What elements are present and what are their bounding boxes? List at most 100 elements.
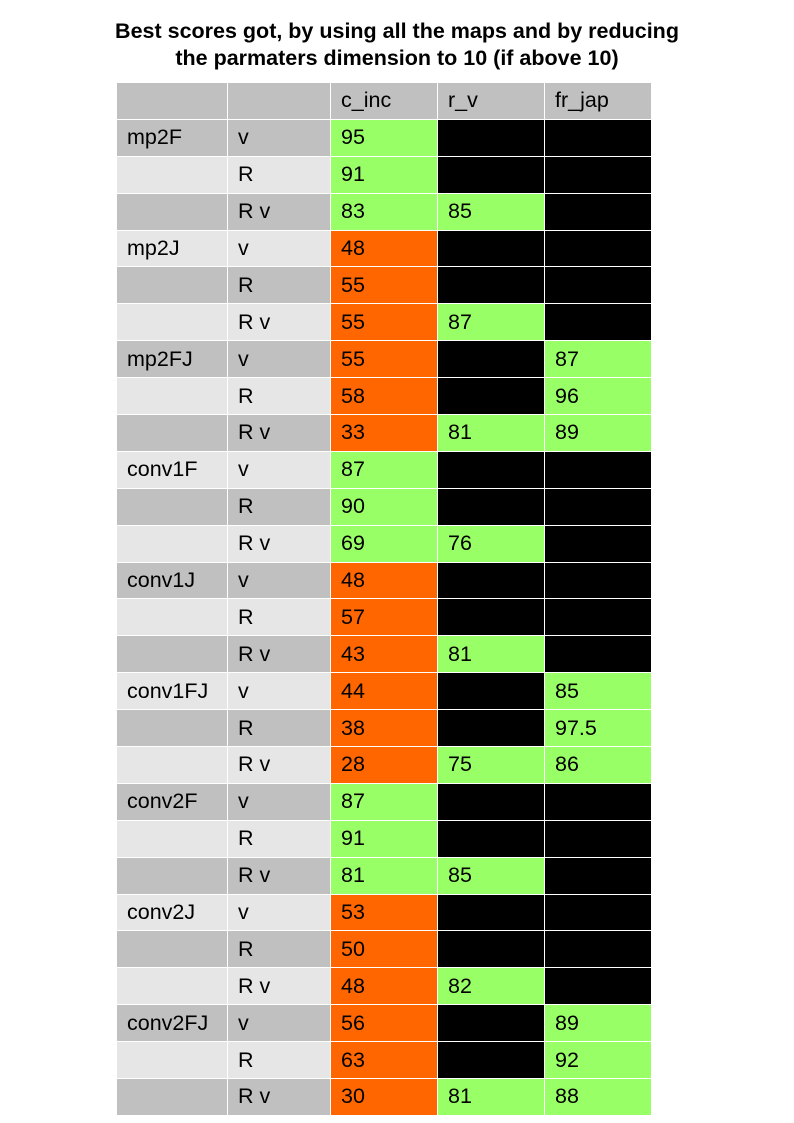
model-cell: mp2FJ xyxy=(116,340,228,379)
table-row: R v 28 75 86 xyxy=(116,746,652,784)
score-cell-c-inc: 50 xyxy=(330,930,438,969)
score-cell-c-inc: 48 xyxy=(330,967,438,1006)
score-cell-r-v: 87 xyxy=(437,303,545,342)
score-cell-r-v xyxy=(437,893,545,932)
score-cell-fr-jap xyxy=(544,893,652,932)
score-cell-r-v xyxy=(437,155,545,194)
model-cell: conv2FJ xyxy=(116,1004,228,1043)
score-cell-r-v xyxy=(437,782,545,821)
header-cell-model xyxy=(116,82,228,120)
model-cell: conv2F xyxy=(116,782,228,821)
score-cell-fr-jap xyxy=(544,856,652,895)
score-cell-fr-jap: 92 xyxy=(544,1041,652,1080)
score-cell-c-inc: 28 xyxy=(330,746,438,784)
model-cell xyxy=(116,192,228,231)
score-cell-r-v xyxy=(437,819,545,858)
params-cell: v xyxy=(227,1004,331,1043)
params-cell: R xyxy=(227,487,331,526)
table-row: conv2FJ v 56 89 xyxy=(116,1004,652,1043)
params-cell: R v xyxy=(227,746,331,784)
score-cell-c-inc: 63 xyxy=(330,1041,438,1080)
score-cell-fr-jap xyxy=(544,450,652,489)
model-cell xyxy=(116,746,228,784)
table-body: mp2F v 95 R 91 R v 83 85 mp2J v 48 R 55 R v 55 87 mp2FJ v… xyxy=(116,118,652,1116)
score-cell-r-v: 75 xyxy=(437,746,545,784)
score-cell-r-v: 81 xyxy=(437,414,545,452)
model-cell xyxy=(116,414,228,452)
score-cell-c-inc: 87 xyxy=(330,450,438,489)
header-cell-fr-jap: fr_jap xyxy=(544,82,652,120)
score-cell-r-v: 85 xyxy=(437,856,545,895)
score-cell-fr-jap xyxy=(544,819,652,858)
score-cell-r-v xyxy=(437,561,545,600)
score-cell-r-v xyxy=(437,266,545,305)
score-cell-fr-jap: 89 xyxy=(544,414,652,452)
score-cell-fr-jap: 85 xyxy=(544,672,652,711)
table-row: R v 83 85 xyxy=(116,192,652,231)
score-cell-c-inc: 48 xyxy=(330,561,438,600)
params-cell: v xyxy=(227,672,331,711)
score-cell-c-inc: 87 xyxy=(330,782,438,821)
score-cell-c-inc: 90 xyxy=(330,487,438,526)
score-cell-c-inc: 69 xyxy=(330,524,438,563)
table-row: R v 30 81 88 xyxy=(116,1078,652,1116)
params-cell: R xyxy=(227,1041,331,1080)
score-cell-r-v xyxy=(437,709,545,748)
score-cell-c-inc: 81 xyxy=(330,856,438,895)
score-cell-r-v xyxy=(437,118,545,157)
score-cell-c-inc: 91 xyxy=(330,819,438,858)
params-cell: R v xyxy=(227,635,331,674)
header-row: c_inc r_v fr_jap xyxy=(116,82,652,120)
params-cell: R xyxy=(227,155,331,194)
table-row: R 91 xyxy=(116,819,652,858)
score-cell-fr-jap: 87 xyxy=(544,340,652,379)
table-row: R 38 97.5 xyxy=(116,709,652,748)
score-cell-fr-jap xyxy=(544,930,652,969)
score-cell-r-v xyxy=(437,1041,545,1080)
params-cell: v xyxy=(227,782,331,821)
header-cell-params xyxy=(227,82,331,120)
score-cell-fr-jap xyxy=(544,229,652,268)
params-cell: v xyxy=(227,118,331,157)
table-row: conv2F v 87 xyxy=(116,782,652,821)
model-cell xyxy=(116,266,228,305)
table-row: mp2F v 95 xyxy=(116,118,652,157)
table-row: conv2J v 53 xyxy=(116,893,652,932)
table-row: R 63 92 xyxy=(116,1041,652,1080)
params-cell: v xyxy=(227,893,331,932)
score-cell-r-v xyxy=(437,229,545,268)
score-cell-fr-jap xyxy=(544,524,652,563)
model-cell: conv1FJ xyxy=(116,672,228,711)
score-cell-fr-jap: 88 xyxy=(544,1078,652,1116)
score-cell-c-inc: 95 xyxy=(330,118,438,157)
table-row: R v 69 76 xyxy=(116,524,652,563)
score-cell-c-inc: 53 xyxy=(330,893,438,932)
score-cell-r-v: 85 xyxy=(437,192,545,231)
score-cell-r-v xyxy=(437,930,545,969)
score-cell-r-v xyxy=(437,487,545,526)
params-cell: R v xyxy=(227,303,331,342)
score-cell-c-inc: 44 xyxy=(330,672,438,711)
table-row: R v 43 81 xyxy=(116,635,652,674)
table-row: conv1F v 87 xyxy=(116,450,652,489)
table-row: conv1J v 48 xyxy=(116,561,652,600)
model-cell: conv2J xyxy=(116,893,228,932)
page-title: Best scores got, by using all the maps a… xyxy=(0,18,794,72)
params-cell: R xyxy=(227,598,331,637)
score-cell-r-v xyxy=(437,450,545,489)
model-cell xyxy=(116,1078,228,1116)
table-row: R 55 xyxy=(116,266,652,305)
table-row: mp2FJ v 55 87 xyxy=(116,340,652,379)
score-cell-c-inc: 91 xyxy=(330,155,438,194)
table-row: R 91 xyxy=(116,155,652,194)
params-cell: R xyxy=(227,266,331,305)
score-cell-fr-jap xyxy=(544,155,652,194)
params-cell: R v xyxy=(227,414,331,452)
score-cell-c-inc: 33 xyxy=(330,414,438,452)
score-cell-c-inc: 48 xyxy=(330,229,438,268)
table-row: R v 81 85 xyxy=(116,856,652,895)
params-cell: R v xyxy=(227,856,331,895)
params-cell: R xyxy=(227,709,331,748)
title-line-2: the parmaters dimension to 10 (if above … xyxy=(175,46,619,70)
params-cell: v xyxy=(227,450,331,489)
